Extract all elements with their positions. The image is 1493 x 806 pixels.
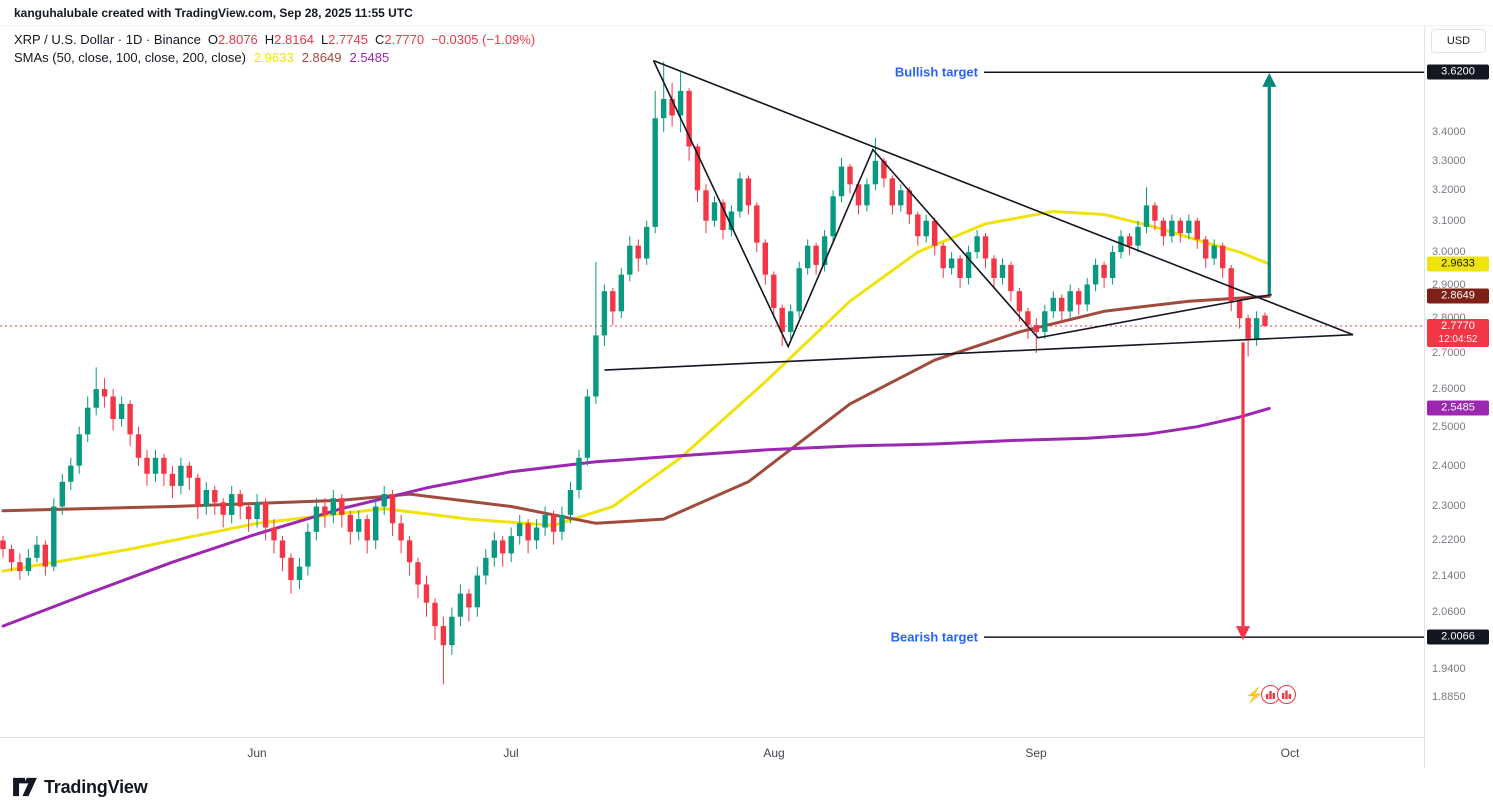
candlestick-series[interactable] [0, 61, 1268, 685]
time-axis-label: Oct [1280, 746, 1300, 760]
upper-trendline [653, 59, 1354, 336]
low-label: L [320, 32, 329, 47]
footer-bar: TradingView [0, 768, 1493, 806]
chart-reaction-icon[interactable] [1277, 685, 1296, 704]
chart-reactions[interactable]: ⚡ [1245, 685, 1296, 704]
bearish-arrow[interactable] [1236, 342, 1250, 641]
creator-bar: kanguhalubale created with TradingView.c… [0, 0, 1493, 26]
sma50-value: 2.9633 [253, 50, 294, 65]
sma-lines [1, 210, 1271, 628]
time-axis-label: Sep [1025, 746, 1047, 760]
sma-indicator-title[interactable]: SMAs (50, close, 100, close, 200, close) [14, 50, 246, 65]
tradingview-logo-icon [13, 777, 37, 797]
creator-text: kanguhalubale created with TradingView.c… [14, 5, 413, 20]
time-axis[interactable]: Jun Jul Aug Sep Oct [0, 737, 1424, 769]
sma100-value: 2.8649 [301, 50, 342, 65]
open-value: 2.8076 [218, 32, 258, 47]
time-axis-label: Jun [247, 746, 267, 760]
symbol-title[interactable]: XRP / U.S. Dollar · 1D · Binance [14, 32, 201, 47]
chart-legend: XRP / U.S. Dollar · 1D · Binance O 2.8076… [14, 31, 535, 67]
sma200-value: 2.5485 [349, 50, 390, 65]
lower-trendline [604, 333, 1354, 371]
lightning-reaction-icon[interactable]: ⚡ [1245, 686, 1264, 704]
indicator-row: SMAs (50, close, 100, close, 200, close)… [14, 49, 535, 67]
zigzag-line [652, 60, 1272, 349]
high-value: 2.8164 [274, 32, 314, 47]
symbol-row: XRP / U.S. Dollar · 1D · Binance O 2.8076… [14, 31, 535, 49]
tradingview-logo[interactable]: TradingView [12, 776, 148, 798]
close-value: 2.7770 [384, 32, 425, 47]
currency-button[interactable]: USD [1431, 29, 1486, 53]
change-value: −0.0305 (−1.09%) [431, 32, 536, 47]
pattern-drawing[interactable] [604, 59, 1354, 371]
sma-100-line [1, 294, 1271, 525]
bearish-target-label[interactable]: Bearish target [890, 629, 978, 645]
high-label: H [264, 32, 275, 47]
tradingview-brand-text: TradingView [44, 776, 148, 797]
time-axis-label: Jul [503, 746, 519, 760]
time-axis-label: Aug [763, 746, 785, 760]
target-lines[interactable] [984, 71, 1424, 638]
sma-50-line [1, 210, 1271, 573]
close-label: C [374, 32, 385, 47]
low-value: 2.7745 [328, 32, 368, 47]
sma-200-line [1, 406, 1271, 628]
open-label: O [207, 32, 219, 47]
bullish-target-label[interactable]: Bullish target [894, 64, 978, 80]
bullish-arrow[interactable] [1262, 72, 1277, 295]
price-axis[interactable]: USD [1424, 26, 1492, 768]
chart-reaction-icon[interactable] [1261, 685, 1280, 704]
